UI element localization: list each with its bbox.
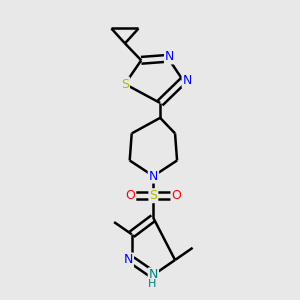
Text: N: N bbox=[124, 254, 133, 266]
Text: N: N bbox=[182, 74, 192, 87]
Text: S: S bbox=[121, 77, 129, 91]
Text: N: N bbox=[165, 50, 174, 63]
Text: H: H bbox=[148, 279, 156, 290]
Text: O: O bbox=[172, 189, 181, 202]
Text: N: N bbox=[149, 169, 158, 183]
Text: O: O bbox=[125, 189, 135, 202]
Text: S: S bbox=[149, 189, 158, 202]
Text: N: N bbox=[149, 268, 158, 281]
